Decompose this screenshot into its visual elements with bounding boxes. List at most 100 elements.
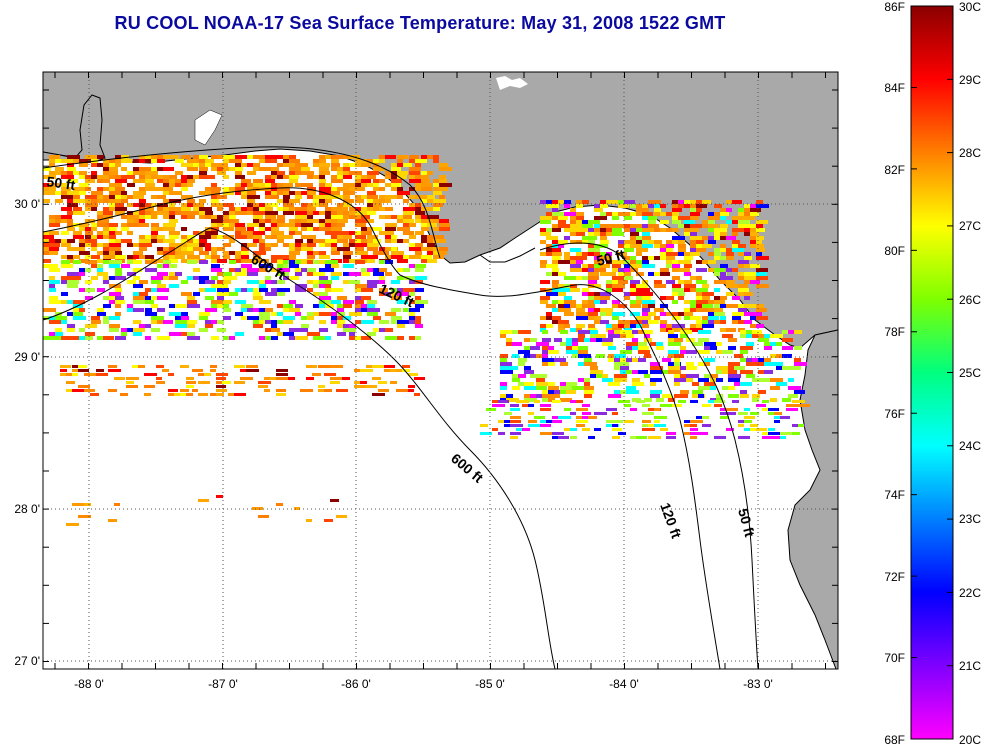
sst-pixel — [324, 389, 332, 392]
sst-pixel — [636, 228, 644, 232]
sst-pixel — [259, 268, 268, 272]
sst-pixel — [427, 259, 437, 263]
sst-pixel — [157, 276, 167, 280]
sst-pixel — [378, 365, 389, 368]
sst-pixel — [720, 256, 730, 260]
sst-pixel — [205, 235, 216, 239]
sst-pixel — [756, 324, 764, 328]
sst-pixel — [67, 324, 75, 328]
sst-pixel — [630, 232, 639, 236]
colorbar: 86F 84F 82F 80F 78F 76F 74F 72F 70F 68F … — [884, 0, 981, 747]
sst-pixel — [115, 251, 122, 255]
sst-pixel — [378, 389, 389, 392]
sst-pixel — [500, 358, 507, 362]
sst-pixel — [624, 224, 631, 228]
sst-pixel — [157, 259, 165, 263]
sst-pixel — [750, 204, 759, 208]
sst-pixel — [229, 219, 239, 223]
sst-pixel — [415, 175, 422, 179]
sst-pixel — [690, 232, 697, 236]
sst-pixel — [331, 312, 339, 316]
sst-pixel — [43, 235, 54, 239]
sst-pixel — [325, 183, 332, 187]
sst-pixel — [518, 362, 525, 366]
sst-pixel — [115, 296, 124, 300]
sst-pixel — [295, 215, 307, 219]
sst-pixel — [524, 398, 537, 402]
sst-pixel — [672, 324, 685, 328]
sst-pixel — [716, 378, 723, 382]
sst-pixel — [594, 228, 603, 232]
sst-pixel — [696, 276, 702, 280]
frame-ticks — [43, 72, 838, 669]
sst-pixel — [534, 400, 540, 403]
sst-pixel — [133, 251, 143, 255]
sst-pixel — [313, 219, 321, 223]
sst-pixel — [325, 195, 337, 199]
sst-pixel — [108, 389, 117, 392]
sst-pixel — [421, 171, 432, 175]
sst-pixel — [247, 207, 256, 211]
sst-pixel — [67, 239, 75, 243]
sst-pixel — [540, 280, 550, 284]
sst-pixel — [253, 207, 259, 211]
sst-pixel — [355, 187, 365, 191]
sst-pixel — [295, 183, 306, 187]
sst-pixel — [109, 171, 118, 175]
sst-pixel — [367, 191, 376, 195]
sst-pixel — [403, 215, 412, 219]
sst-pixel — [582, 276, 590, 280]
sst-pixel — [403, 219, 414, 223]
sst-pixel — [307, 191, 316, 195]
sst-pixel — [726, 280, 735, 284]
sst-pixel — [684, 300, 693, 304]
sst-pixel — [439, 167, 452, 171]
sst-pixel — [594, 428, 601, 431]
sst-pixel — [271, 203, 278, 207]
sst-pixel — [331, 227, 342, 231]
sst-pixel — [421, 187, 432, 191]
sst-pixel — [144, 373, 157, 376]
sst-pixel — [674, 382, 680, 386]
sst-pixel — [181, 195, 193, 199]
sst-pixel — [548, 386, 559, 390]
sst-pixel — [600, 264, 610, 268]
sst-pixel — [235, 312, 243, 316]
sst-pixel — [115, 255, 126, 259]
sst-pixel — [235, 211, 247, 215]
sst-pixel — [756, 404, 766, 407]
sst-pixel — [163, 251, 176, 255]
sst-pixel — [277, 312, 283, 316]
sst-pixel — [319, 223, 327, 227]
sst-pixel — [566, 350, 578, 354]
sst-pixel — [349, 312, 362, 316]
sst-pixel — [61, 239, 71, 243]
sst-pixel — [156, 377, 162, 380]
sst-pixel — [235, 167, 243, 171]
sst-pixel — [498, 400, 509, 403]
sst-pixel — [740, 334, 746, 338]
sst-pixel — [109, 167, 118, 171]
sst-pixel — [421, 219, 428, 223]
sst-pixel — [355, 223, 366, 227]
sst-pixel — [734, 366, 745, 370]
sst-pixel — [355, 163, 361, 167]
sst-pixel — [612, 264, 621, 268]
sst-pixel — [552, 320, 561, 324]
sst-pixel — [241, 316, 249, 320]
sst-pixel — [223, 316, 231, 320]
sst-pixel — [175, 255, 185, 259]
sst-pixel — [648, 312, 656, 316]
sst-pixel — [193, 203, 204, 207]
sst-pixel — [325, 207, 333, 211]
sst-pixel — [403, 223, 413, 227]
sst-pixel — [325, 199, 332, 203]
sst-pixel — [744, 264, 752, 268]
sst-pixel — [343, 264, 354, 268]
sst-pixel — [642, 300, 655, 304]
sst-pixel — [732, 248, 744, 252]
sst-pixel — [391, 183, 401, 187]
sst-pixel — [524, 330, 531, 334]
sst-pixel — [330, 365, 343, 368]
sst-pixel — [564, 228, 576, 232]
